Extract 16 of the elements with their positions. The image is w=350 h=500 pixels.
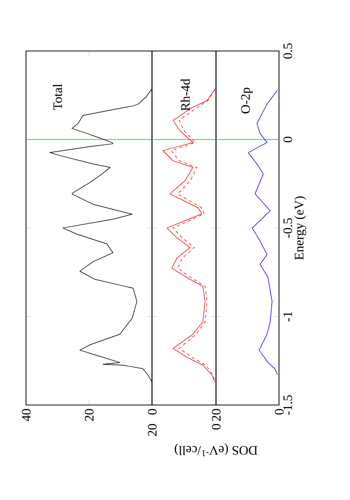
x-tick-label: 40 [22, 409, 31, 422]
x-tick-label: 20 [148, 424, 157, 436]
annotation: Rh-4d [180, 78, 190, 111]
y-tick-label: 0.5 [283, 43, 292, 59]
x-tick-label: 20 [212, 409, 221, 421]
x-tick-label: 0 [148, 409, 157, 415]
y-tick-label: -1.5 [283, 395, 292, 415]
annotation: Total [52, 84, 62, 110]
y-axis-title: Energy (eV) [294, 196, 306, 260]
y-tick-label: 0 [283, 136, 292, 142]
x-tick-label: 20 [84, 409, 94, 421]
x-tick-label: 0 [274, 409, 284, 415]
x-axis-title: DOS (eV$^{-1}$/cell) [174, 443, 258, 456]
y-tick-label: -1 [283, 312, 292, 322]
y-tick-label: -0.5 [283, 218, 292, 238]
annotation: O-2p [241, 88, 253, 114]
